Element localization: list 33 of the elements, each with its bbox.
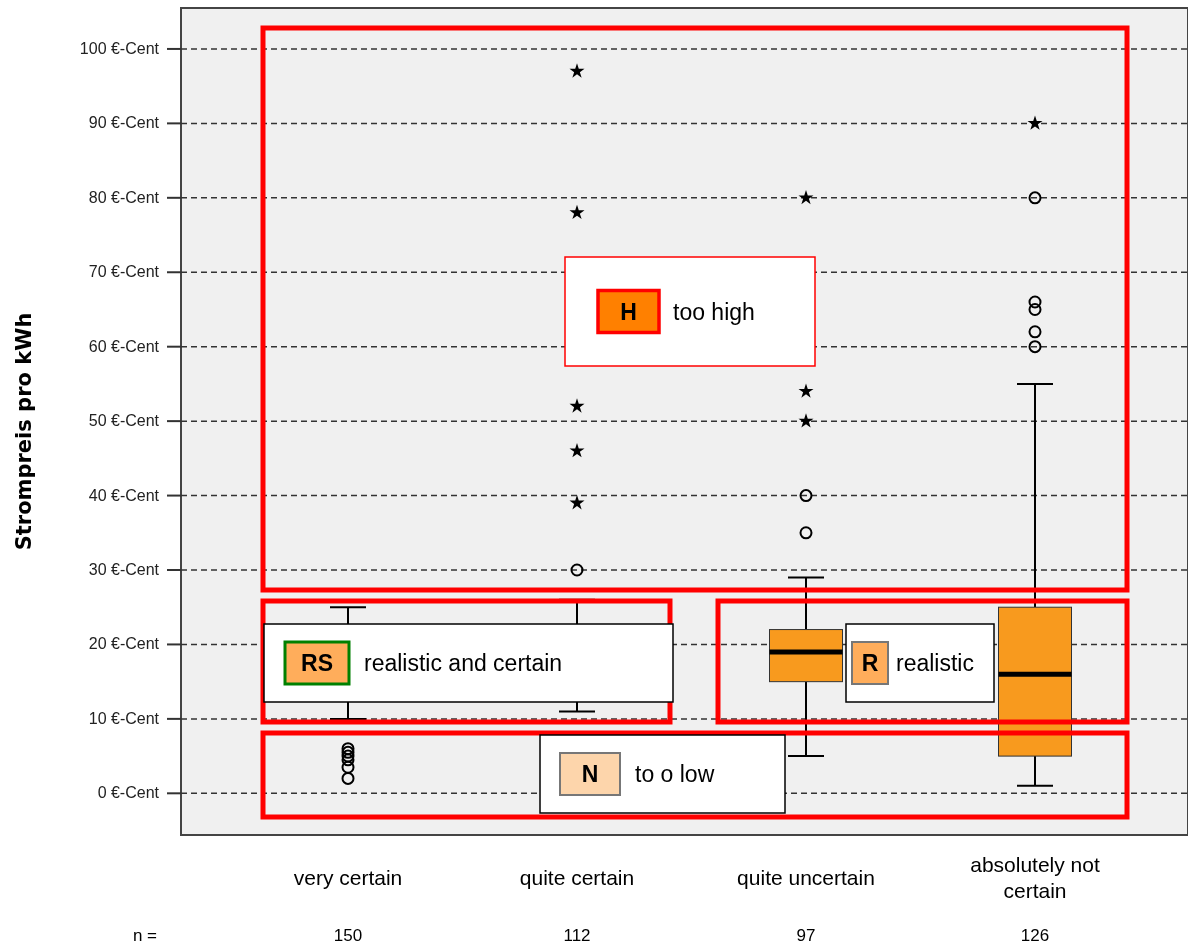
y-tick-label: 80 €-Cent bbox=[88, 188, 160, 206]
y-tick-label: 40 €-Cent bbox=[88, 486, 160, 504]
y-tick-label: 90 €-Cent bbox=[88, 114, 160, 132]
y-axis-title: Strompreis pro kWh bbox=[12, 312, 36, 551]
text: 112 bbox=[563, 926, 591, 945]
text: 126 bbox=[1020, 926, 1050, 945]
label-box: R realistic bbox=[845, 623, 995, 703]
y-tick-label: 100 €-Cent bbox=[79, 39, 160, 57]
y-tick-label: 20 €-Cent bbox=[88, 635, 160, 653]
y-tick-label: 30 €-Cent bbox=[88, 561, 160, 578]
annotation: realistic bbox=[896, 650, 974, 676]
annotation: too high bbox=[673, 298, 755, 325]
x-tick-label: quite certain bbox=[519, 866, 635, 889]
x-tick-label: quite uncertain bbox=[737, 866, 875, 889]
annotation: RS bbox=[301, 650, 333, 676]
annotation: H bbox=[620, 298, 637, 325]
text: n = bbox=[132, 926, 158, 945]
text: 97 bbox=[796, 926, 816, 945]
y-tick-label: 10 €-Cent bbox=[88, 709, 160, 727]
y-tick-label: 60 €-Cent bbox=[88, 337, 160, 355]
text: 150 bbox=[333, 926, 363, 945]
annotation: N bbox=[581, 761, 599, 787]
x-tick-label: absolutely not certain bbox=[970, 853, 1100, 902]
label-box: H too high bbox=[564, 256, 816, 367]
annotation: realistic and certain bbox=[364, 650, 563, 676]
y-tick-label: 70 €-Cent bbox=[88, 263, 160, 281]
label-box: N to o low bbox=[539, 734, 786, 814]
label-box: RS realistic and certain bbox=[263, 623, 674, 703]
annotation: R bbox=[861, 650, 879, 676]
y-tick-label: 50 €-Cent bbox=[88, 412, 160, 430]
y-tick-label: 0 €-Cent bbox=[97, 784, 160, 802]
annotation: to o low bbox=[635, 761, 715, 787]
x-tick-label: very certain bbox=[293, 866, 403, 889]
